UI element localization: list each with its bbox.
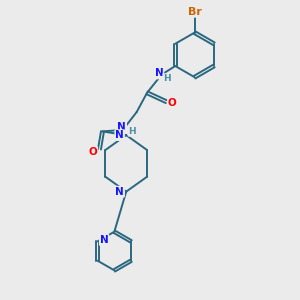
Text: Br: Br	[188, 7, 202, 17]
Text: N: N	[115, 130, 124, 140]
Text: O: O	[168, 98, 177, 108]
Text: H: H	[163, 74, 171, 83]
Text: N: N	[100, 235, 109, 245]
Text: O: O	[88, 147, 97, 157]
Text: N: N	[154, 68, 163, 79]
Text: N: N	[117, 122, 126, 132]
Text: N: N	[115, 187, 124, 196]
Text: H: H	[128, 127, 136, 136]
